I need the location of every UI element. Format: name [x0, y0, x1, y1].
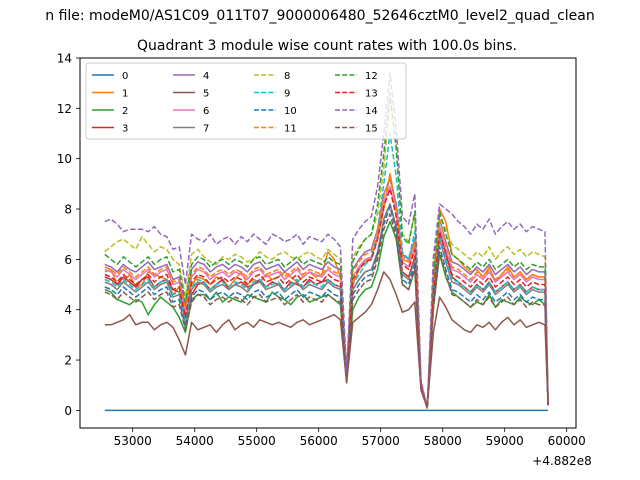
axes-frame — [79, 57, 577, 429]
legend-label-14: 14 — [365, 106, 378, 117]
series-line-11 — [104, 175, 549, 409]
legend-label-9: 9 — [284, 89, 290, 100]
series-line-8 — [104, 97, 549, 409]
legend-label-11: 11 — [284, 124, 297, 135]
legend-label-15: 15 — [365, 124, 378, 135]
legend-label-0: 0 — [122, 71, 128, 82]
x-tick-label: 55000 — [238, 434, 276, 448]
series-line-15 — [104, 213, 549, 409]
legend-label-1: 1 — [122, 89, 128, 100]
x-tick-label: 56000 — [300, 434, 338, 448]
y-tick-label: 4 — [64, 303, 72, 317]
legend-label-6: 6 — [203, 106, 209, 117]
legend-label-5: 5 — [203, 89, 209, 100]
legend-box — [85, 62, 407, 140]
series-line-13 — [104, 188, 549, 409]
y-tick-label: 0 — [64, 404, 72, 418]
series-line-14 — [104, 72, 549, 409]
x-tick-label: 53000 — [114, 434, 152, 448]
legend-label-12: 12 — [365, 71, 378, 82]
x-offset-label: +4.882e8 — [532, 454, 591, 468]
series-line-12 — [104, 92, 549, 409]
legend-label-13: 13 — [365, 89, 378, 100]
chart-title: Quadrant 3 module wise count rates with … — [137, 38, 517, 54]
y-tick-label: 12 — [57, 102, 72, 116]
x-tick-label: 59000 — [486, 434, 524, 448]
y-axis: 0 2 4 6 8 10 12 14 — [57, 52, 80, 418]
x-tick-label: 57000 — [362, 434, 400, 448]
series-line-5 — [104, 271, 549, 409]
legend-label-4: 4 — [203, 71, 209, 82]
y-tick-label: 10 — [57, 152, 72, 166]
y-tick-label: 14 — [57, 52, 72, 66]
y-tick-label: 8 — [64, 203, 72, 217]
series-line-9 — [104, 132, 549, 409]
series-line-10 — [104, 205, 549, 409]
plot-area — [104, 72, 549, 412]
series-line-4 — [104, 178, 549, 409]
x-tick-label: 54000 — [176, 434, 214, 448]
x-tick-label: 60000 — [548, 434, 586, 448]
legend-label-8: 8 — [284, 71, 290, 82]
legend-label-10: 10 — [284, 106, 297, 117]
legend-label-7: 7 — [203, 124, 209, 135]
legend-label-3: 3 — [122, 124, 128, 135]
x-tick-label: 58000 — [424, 434, 462, 448]
y-tick-label: 6 — [64, 253, 72, 267]
figure-suptitle: n file: modeM0/AS1C09_011T07_9000006480_… — [45, 8, 594, 24]
x-axis: 53000 54000 55000 56000 57000 58000 59000 60000 — [114, 428, 586, 448]
y-tick-label: 2 — [64, 354, 72, 368]
legend-label-2: 2 — [122, 106, 128, 117]
